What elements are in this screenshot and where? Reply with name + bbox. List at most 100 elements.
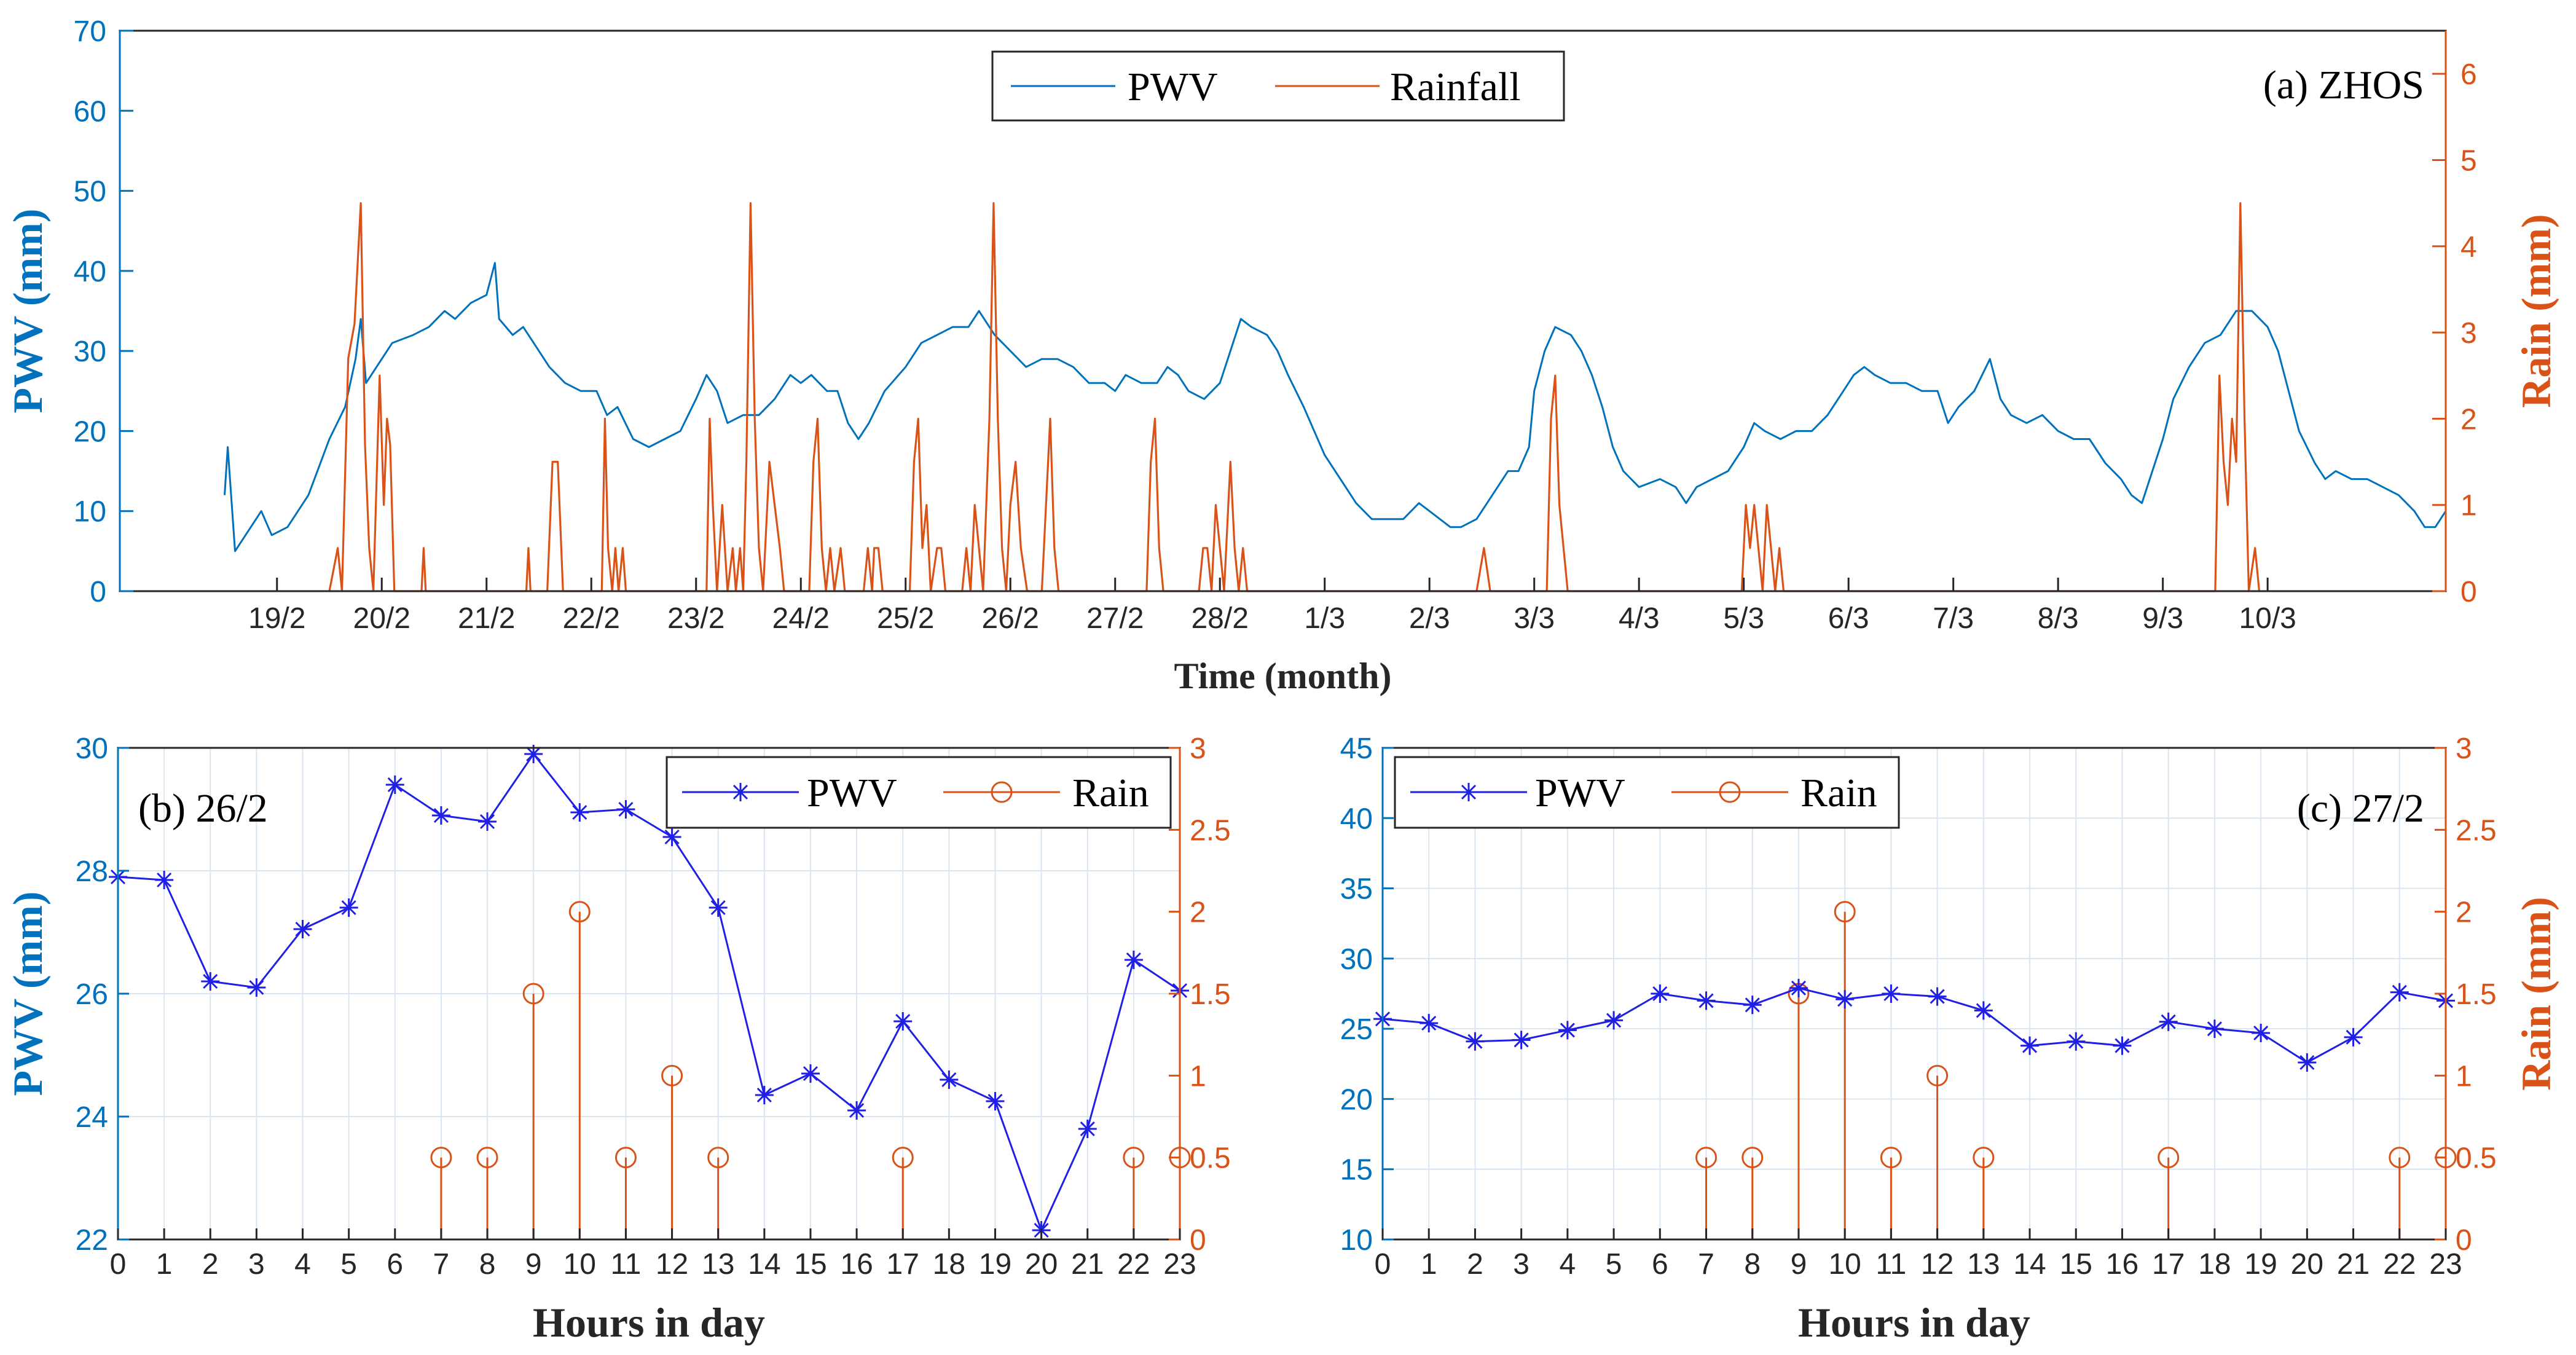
x-tick-label: 1/3 <box>1304 602 1345 635</box>
x-tick-label: 15 <box>2060 1248 2092 1281</box>
x-tick-label: 4 <box>294 1248 311 1281</box>
x-tick-label: 3 <box>248 1248 265 1281</box>
pwv-point <box>2390 983 2409 1002</box>
rain-stem-marker <box>661 1064 683 1086</box>
rain-stem-marker <box>1695 1147 1718 1169</box>
x-tick-label: 4/3 <box>1619 602 1660 635</box>
x-tick-label: 23/2 <box>667 602 724 635</box>
y2-tick-label: 0.5 <box>1190 1142 1231 1175</box>
y-tick-label: 10 <box>74 496 106 528</box>
pwv-point <box>1078 1120 1097 1138</box>
pwv-point <box>201 972 220 991</box>
x-tick-label: 9 <box>525 1248 542 1281</box>
y-tick-label: 45 <box>1340 732 1373 765</box>
pwv-asterisk-marker <box>478 812 497 831</box>
legend: PWV Rain <box>1394 756 1900 829</box>
pwv-asterisk-marker <box>1651 984 1670 1003</box>
y2-tick-label: 2 <box>2460 403 2477 436</box>
pwv-point <box>1420 1014 1439 1032</box>
pwv-asterisk-marker <box>893 1012 913 1031</box>
x-tick-label: 6 <box>1652 1248 1668 1281</box>
x-tick-label: 24/2 <box>772 602 830 635</box>
x-tick-label: 11 <box>1875 1248 1906 1281</box>
y2-tick-label: 2.5 <box>1190 814 1231 847</box>
x-tick-label: 20 <box>2291 1248 2323 1281</box>
y2-tick-label: 2 <box>2456 897 2472 929</box>
legend-rain-marker <box>991 781 1013 803</box>
x-tick-label: 12 <box>656 1248 688 1281</box>
y-tick-label: 24 <box>76 1101 108 1134</box>
rain-stem-marker <box>568 901 591 923</box>
y2-axis-label: Rain (mm) <box>2513 214 2559 407</box>
y2-tick-label: 1.5 <box>1190 978 1231 1011</box>
pwv-asterisk-marker <box>2298 1053 2317 1072</box>
pwv-asterisk-marker <box>709 898 728 917</box>
pwv-asterisk-marker <box>1789 978 1808 997</box>
x-tick-label: 18 <box>933 1248 965 1281</box>
pwv-asterisk-marker <box>940 1070 959 1089</box>
pwv-asterisk-marker <box>524 745 543 763</box>
rain-stem-marker <box>1123 1147 1145 1169</box>
pwv-asterisk-marker <box>1928 987 1947 1006</box>
y-tick-label: 30 <box>74 336 106 368</box>
pwv-point <box>247 978 266 997</box>
pwv-point <box>2252 1024 2271 1042</box>
x-tick-label: 5/3 <box>1723 602 1764 635</box>
pwv-point <box>1604 1011 1624 1030</box>
pwv-asterisk-marker <box>385 776 404 794</box>
pwv-asterisk-marker <box>2390 983 2409 1002</box>
pwv-point <box>1743 996 1762 1015</box>
pwv-asterisk-marker <box>1882 984 1901 1003</box>
pwv-point <box>755 1086 774 1104</box>
y2-tick-label: 6 <box>2460 58 2477 91</box>
y-tick-label: 20 <box>1340 1083 1373 1116</box>
x-tick-label: 9 <box>1791 1248 1807 1281</box>
pwv-asterisk-marker <box>1078 1120 1097 1138</box>
pwv-asterisk-marker <box>1420 1014 1439 1032</box>
x-tick-label: 7/3 <box>1933 602 1974 635</box>
x-tick-label: 14 <box>2013 1248 2046 1281</box>
x-tick-label: 17 <box>887 1248 919 1281</box>
pwv-point <box>2298 1053 2317 1072</box>
pwv-series-line <box>117 752 1180 1233</box>
rain-stem-marker <box>522 983 544 1005</box>
x-tick-label: 10/3 <box>2239 602 2296 635</box>
pwv-point <box>986 1092 1005 1110</box>
pwv-point <box>478 812 497 831</box>
rain-stem-marker <box>1880 1147 1902 1169</box>
x-tick-label: 1 <box>1421 1248 1437 1281</box>
pwv-asterisk-marker <box>847 1101 866 1120</box>
rain-stem-marker <box>1973 1147 1995 1169</box>
x-axis-label: Time (month) <box>1174 656 1392 696</box>
legend-rain-label: Rain <box>1072 771 1149 815</box>
x-tick-label: 22 <box>2383 1248 2416 1281</box>
panel-a: 0 10 20 30 40 50 60 70 0 1 2 3 4 5 6 19/2 20/2 21/2 22/2 23… <box>4 15 2559 696</box>
pwv-point <box>1124 951 1143 969</box>
pwv-asterisk-marker <box>1836 990 1855 1009</box>
rain-stem-marker <box>2389 1147 2411 1169</box>
pwv-asterisk-marker <box>431 806 450 825</box>
rain-stem-marker <box>430 1147 452 1169</box>
panel-label: (c) 27/2 <box>2297 786 2424 831</box>
x-tick-label: 6 <box>387 1248 403 1281</box>
y2-tick-label: 2.5 <box>2456 814 2497 847</box>
x-tick-label: 27/2 <box>1086 602 1144 635</box>
y2-tick-label: 1.5 <box>2456 978 2497 1011</box>
pwv-point <box>616 800 635 819</box>
y-axis-label: PWV (mm) <box>4 209 51 414</box>
x-tick-label: 13 <box>702 1248 734 1281</box>
pwv-asterisk-marker <box>2067 1032 2086 1051</box>
legend-pwv-label: PWV <box>1128 65 1218 109</box>
panel-label: (a) ZHOS <box>2263 63 2424 108</box>
y-tick-label: 0 <box>90 576 106 608</box>
legend-pwv-label: PWV <box>1535 771 1625 815</box>
y-tick-label: 10 <box>1340 1224 1373 1257</box>
x-tick-label: 19 <box>979 1248 1011 1281</box>
rain-stem-marker <box>476 1147 498 1169</box>
x-tick-label: 2/3 <box>1409 602 1450 635</box>
rainfall-series-line <box>328 202 2261 592</box>
pwv-point <box>2344 1027 2363 1047</box>
x-tick-label: 2 <box>202 1248 219 1281</box>
x-tick-label: 8/3 <box>2038 602 2079 635</box>
x-tick-label: 21/2 <box>458 602 515 635</box>
